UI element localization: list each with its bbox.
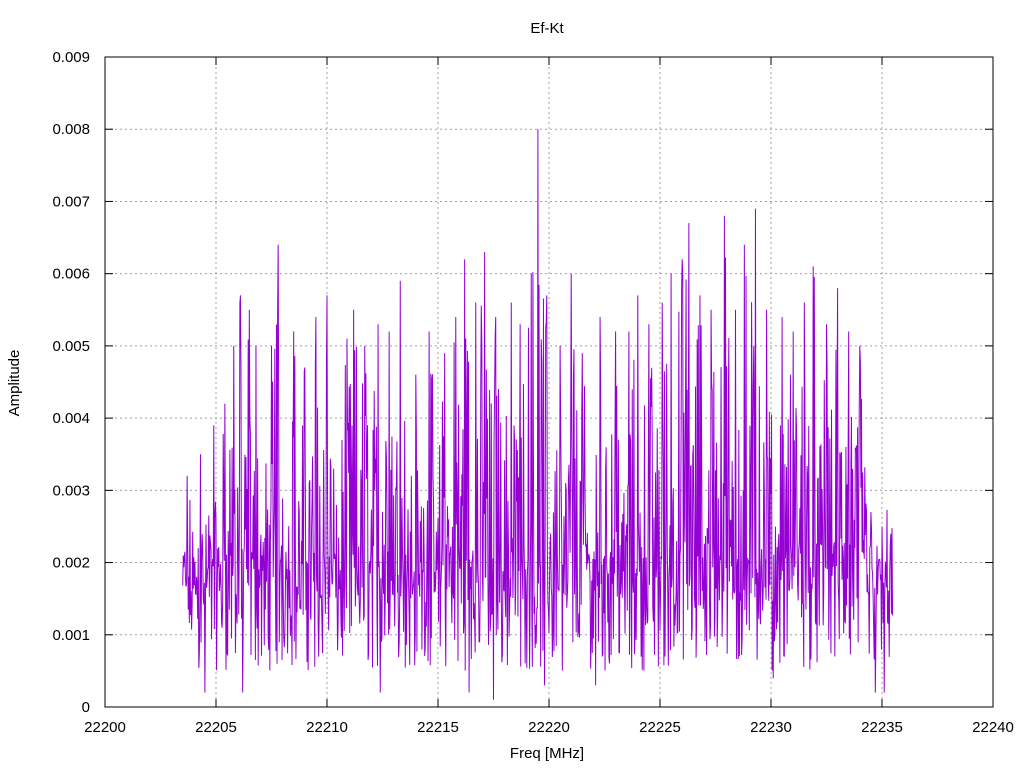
x-tick-label: 22205 [195, 719, 237, 736]
y-tick-label: 0 [82, 699, 90, 716]
x-tick-label: 22240 [972, 719, 1014, 736]
x-tick-label: 22235 [861, 719, 903, 736]
y-tick-label: 0.008 [52, 121, 90, 138]
y-tick-label: 0.004 [52, 410, 90, 427]
x-tick-label: 22210 [306, 719, 348, 736]
y-tick-label: 0.001 [52, 627, 90, 644]
x-tick-label: 22215 [417, 719, 459, 736]
chart-title: Ef-Kt [530, 20, 564, 37]
x-axis-label: Freq [MHz] [510, 745, 584, 762]
series-line [182, 129, 894, 700]
y-tick-label: 0.009 [52, 49, 90, 66]
y-tick-label: 0.003 [52, 482, 90, 499]
y-axis-label: Amplitude [6, 350, 23, 417]
y-tick-label: 0.006 [52, 266, 90, 283]
tick-labels: 22200 22205 22210 22215 22220 22225 22230 22235… [52, 49, 1013, 736]
series-group [182, 129, 894, 700]
x-tick-label: 22230 [750, 719, 792, 736]
y-tick-label: 0.005 [52, 338, 90, 355]
x-tick-label: 22220 [528, 719, 570, 736]
y-tick-label: 0.007 [52, 193, 90, 210]
y-tick-label: 0.002 [52, 555, 90, 572]
x-tick-label: 22225 [639, 719, 681, 736]
axis-ticks [104, 56, 994, 708]
x-tick-label: 22200 [84, 719, 126, 736]
